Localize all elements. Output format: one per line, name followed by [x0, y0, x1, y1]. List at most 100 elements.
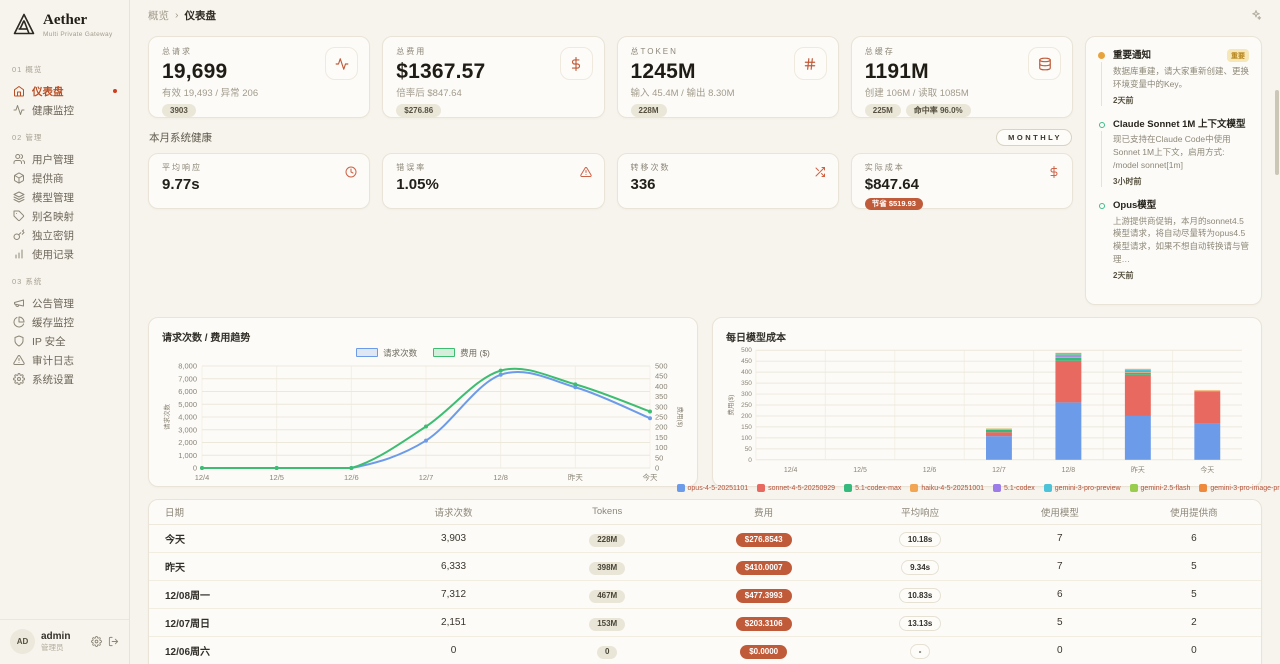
- svg-text:50: 50: [745, 445, 753, 452]
- logout-icon[interactable]: [108, 636, 119, 647]
- settings-gear-icon[interactable]: [91, 636, 102, 647]
- notice-title: 重要通知: [1113, 49, 1152, 61]
- notice-body: 上游提供商促销，本月的sonnet4.5模型请求，将自动尽量转为opus4.5模…: [1113, 215, 1250, 264]
- user-panel: AD admin 管理员: [0, 619, 129, 656]
- dollar-icon: [1050, 166, 1058, 178]
- legend-item-5.1-codex[interactable]: 5.1-codex: [993, 484, 1035, 492]
- stat-badge: 225M: [864, 104, 901, 117]
- response-badge: 13.13s: [898, 616, 942, 632]
- dollar-icon: [571, 56, 581, 71]
- svg-text:7,000: 7,000: [178, 374, 197, 383]
- legend-label: 请求次数: [383, 347, 418, 358]
- legend-label: gemini-2.5-flash: [1140, 484, 1191, 492]
- main-area: 概览 › 仪表盘 总请求 19,699 有效 19,493 / 异常 206 3903…: [130, 0, 1280, 664]
- legend-item-gemini-3-pro-preview[interactable]: gemini-3-pro-preview: [1043, 484, 1121, 492]
- stat-value: 1191M: [864, 60, 929, 83]
- legend-item-opus-4-5-20251101[interactable]: opus-4-5-20251101: [676, 484, 749, 492]
- sparkle-icon[interactable]: [1250, 9, 1262, 21]
- legend-label: 5.1-codex-max: [855, 484, 902, 492]
- sidebar-item-别名映射[interactable]: 别名映射: [10, 207, 119, 226]
- topbar: 概览 › 仪表盘: [130, 0, 1280, 30]
- sidebar-item-独立密钥[interactable]: 独立密钥: [10, 226, 119, 245]
- sidebar-item-提供商[interactable]: 提供商: [10, 169, 119, 188]
- legend-label: sonnet-4-5-20250929: [768, 484, 836, 492]
- monthly-badge[interactable]: MONTHLY: [996, 129, 1072, 146]
- cell-models: 0: [1057, 644, 1063, 656]
- sidebar-item-仪表盘[interactable]: 仪表盘: [10, 82, 119, 101]
- sidebar-item-系统设置[interactable]: 系统设置: [10, 370, 119, 389]
- stat-badge: 命中率 96.0%: [905, 104, 971, 117]
- svg-text:3,000: 3,000: [178, 425, 197, 434]
- cell-tokens: 0: [535, 641, 680, 659]
- sidebar-item-用户管理[interactable]: 用户管理: [10, 150, 119, 169]
- key-icon: [13, 229, 25, 240]
- sidebar-item-使用记录[interactable]: 使用记录: [10, 245, 119, 264]
- cell-cost: $410.0007: [680, 557, 848, 575]
- scrollbar-thumb[interactable]: [1275, 90, 1279, 175]
- legend-item-sonnet-4-5-20250929[interactable]: sonnet-4-5-20250929: [757, 484, 835, 492]
- svg-text:200: 200: [741, 412, 752, 419]
- cell-models: 7: [1057, 560, 1063, 572]
- cell-date: 12/08周一: [165, 590, 211, 602]
- stat-card-总TOKEN: 总TOKEN 1245M 输入 45.4M / 输出 8.30M 228M: [616, 36, 839, 118]
- app-name: Aether: [43, 12, 88, 28]
- svg-text:12/8: 12/8: [1062, 466, 1076, 473]
- svg-text:8,000: 8,000: [178, 361, 197, 370]
- savings-badge: 节省 $519.93: [864, 197, 923, 210]
- cell-providers: 5: [1191, 588, 1197, 600]
- stat-cards: 总请求 19,699 有效 19,493 / 异常 206 3903 总费用 $1367.…: [148, 36, 1073, 118]
- legend-label: opus-4-5-20251101: [687, 484, 749, 492]
- sidebar-item-健康监控[interactable]: 健康监控: [10, 101, 119, 120]
- sidebar-item-缓存监控[interactable]: 缓存监控: [10, 313, 119, 332]
- sidebar-item-label: 仪表盘: [32, 85, 64, 98]
- health-label: 实际成本: [864, 163, 905, 172]
- notice-time: 2天前: [1113, 270, 1134, 280]
- stat-badge: $276.86: [396, 104, 442, 117]
- cell-requests: 6,333: [441, 560, 467, 572]
- cell-providers: 0: [1191, 644, 1197, 656]
- svg-text:12/8: 12/8: [493, 473, 508, 482]
- sidebar-item-公告管理[interactable]: 公告管理: [10, 294, 119, 313]
- svg-text:350: 350: [741, 380, 752, 387]
- stat-value: 1245M: [630, 60, 696, 83]
- sidebar-item-审计日志[interactable]: 审计日志: [10, 351, 119, 370]
- daily-usage-table: 日期 请求次数 Tokens 费用 平均响应 使用模型 使用提供商 今天 3,903 228M $…: [148, 498, 1262, 664]
- legend-item-gemini-2.5-flash[interactable]: gemini-2.5-flash: [1129, 484, 1191, 492]
- sidebar-item-模型管理[interactable]: 模型管理: [10, 188, 119, 207]
- sidebar-item-label: 独立密钥: [32, 229, 74, 242]
- cell-requests: 0: [450, 644, 457, 656]
- legend-item-5.1-codex-max[interactable]: 5.1-codex-max: [844, 484, 901, 492]
- svg-text:12/4: 12/4: [784, 466, 798, 473]
- health-card-错误率: 错误率 1.05%: [382, 153, 605, 209]
- response-badge: 9.34s: [901, 560, 940, 576]
- svg-text:2,000: 2,000: [178, 438, 197, 447]
- sidebar-item-IP 安全[interactable]: IP 安全: [10, 332, 119, 351]
- legend-item-请求次数[interactable]: 请求次数: [356, 347, 417, 359]
- legend-item-费用 ($)[interactable]: 费用 ($): [433, 347, 490, 359]
- stat-badges: $276.86: [396, 104, 590, 117]
- stat-label: 总TOKEN: [630, 47, 678, 56]
- legend-label: 5.1-codex: [1004, 484, 1035, 492]
- cell-date: 12/07周日: [165, 618, 211, 630]
- svg-text:12/5: 12/5: [269, 473, 284, 482]
- health-label: 转移次数: [630, 163, 671, 172]
- cell-providers: 2: [1191, 616, 1197, 628]
- notice-body: 现已支持在Claude Code中使用Sonnet 1M上下文，启用方式: /m…: [1113, 134, 1231, 170]
- legend-item-gemini-3-pro-image-preview[interactable]: gemini-3-pro-image-preview: [1199, 484, 1280, 492]
- notification-item[interactable]: Claude Sonnet 1M 上下文模型 现已支持在Claude Code中使…: [1098, 119, 1249, 200]
- notification-item[interactable]: Opus模型 上游提供商促销，本月的sonnet4.5模型请求，将自动尽量转为op…: [1098, 200, 1249, 294]
- health-value: 1.05%: [396, 176, 439, 193]
- sidebar-item-label: 用户管理: [32, 153, 74, 166]
- svg-text:费用($): 费用($): [676, 406, 684, 427]
- svg-text:6,000: 6,000: [178, 387, 197, 396]
- cost-badge: $203.3106: [735, 617, 792, 631]
- legend-item-haiku-4-5-20251001[interactable]: haiku-4-5-20251001: [910, 484, 984, 492]
- svg-text:400: 400: [741, 369, 752, 376]
- notification-item[interactable]: 重要通知 重要 数据库重建，请大家重新创建、更换环境变量中的Key。 2天前: [1098, 49, 1249, 119]
- sidebar-item-label: 公告管理: [32, 297, 74, 310]
- legend-label: haiku-4-5-20251001: [921, 484, 985, 492]
- breadcrumb-parent[interactable]: 概览: [148, 9, 169, 22]
- stat-badge: 228M: [630, 104, 667, 117]
- table-row-12/07周日: 12/07周日 2,151 153M $203.3106 13.13s 5 2: [149, 609, 1261, 637]
- bar-chart: 0 50 100 150 200 250 300 350 400 450 500 12/4 12/5 12…: [726, 347, 1243, 473]
